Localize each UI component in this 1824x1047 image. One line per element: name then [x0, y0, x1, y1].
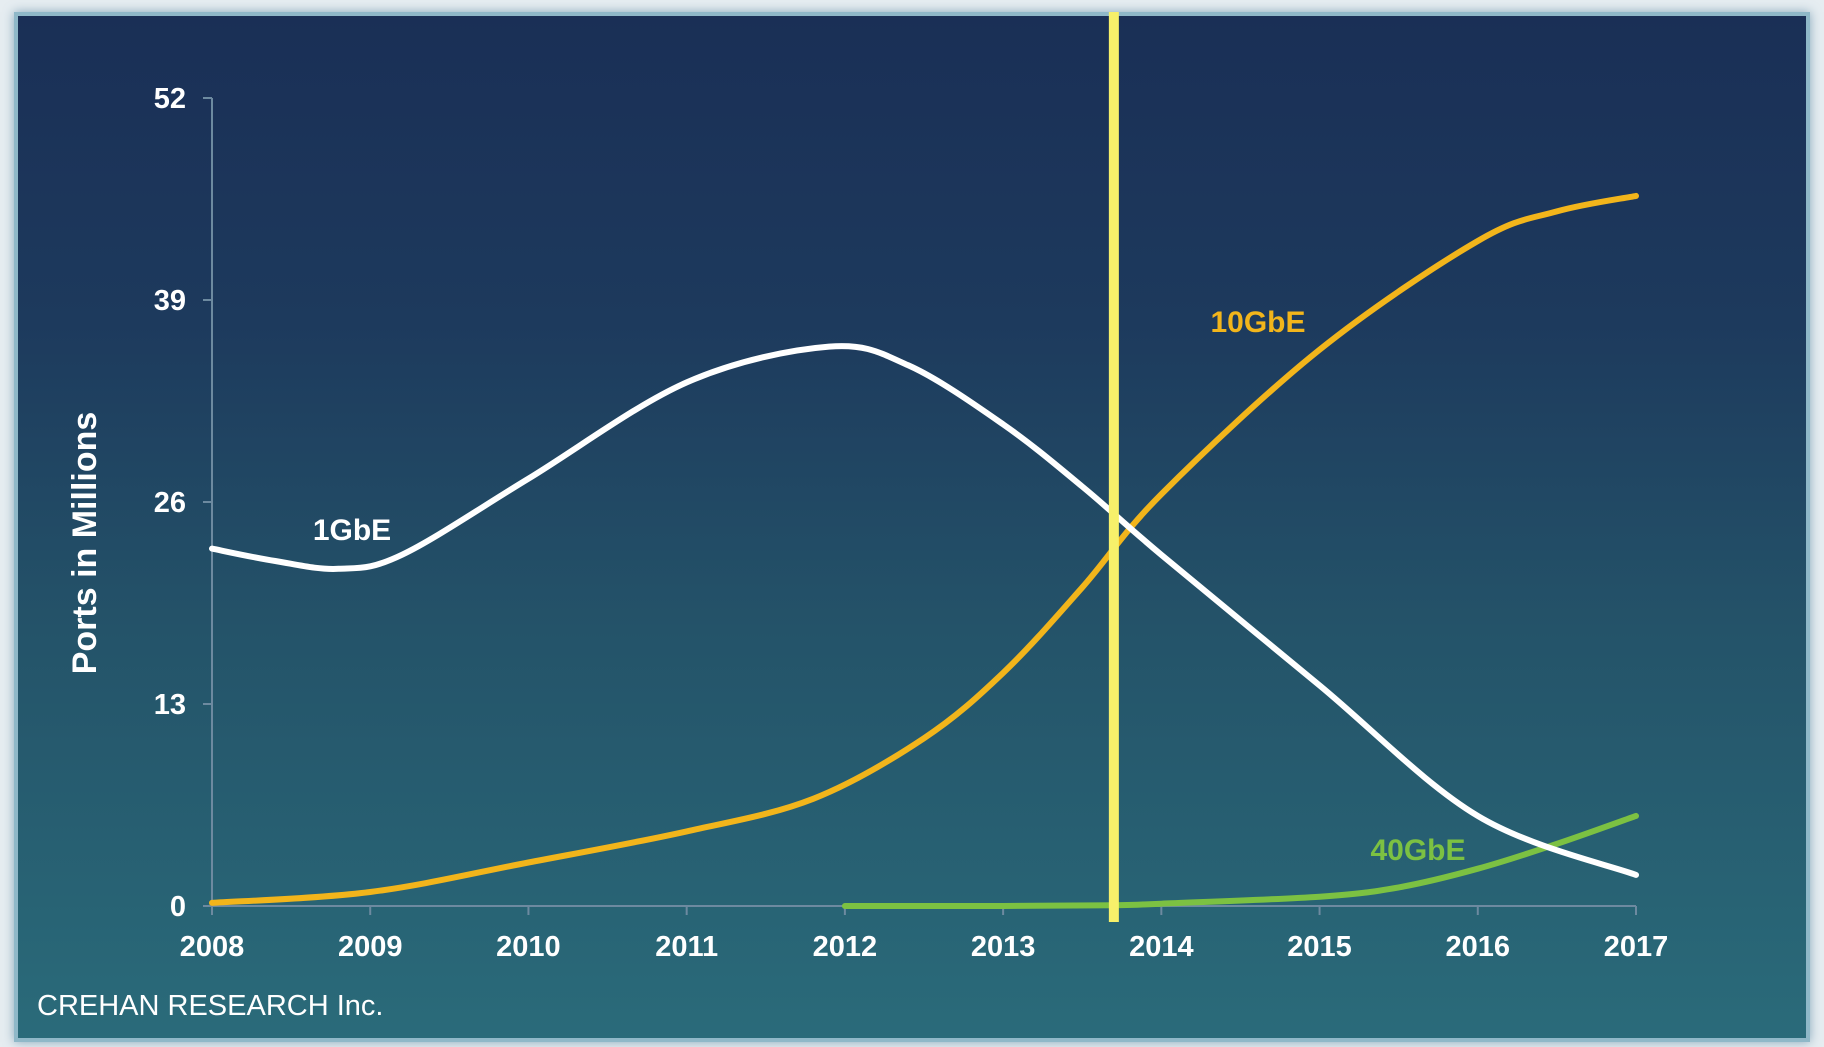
series-label-40gbe: 40GbE	[1370, 834, 1465, 867]
x-tick-label: 2013	[971, 931, 1036, 963]
series-label-10gbe: 10GbE	[1210, 306, 1305, 339]
x-tick-label: 2008	[180, 931, 245, 963]
source-credit: CREHAN RESEARCH Inc.	[37, 990, 384, 1022]
series-line-40gbe	[841, 812, 1639, 910]
series-label-1gbe: 1GbE	[313, 514, 391, 547]
series-line-10gbe	[209, 192, 1639, 906]
y-tick-label: 39	[154, 285, 186, 317]
x-tick-label: 2014	[1129, 931, 1194, 963]
y-tick-label: 26	[154, 487, 186, 519]
x-tick-label: 2009	[338, 931, 403, 963]
x-tick-label: 2016	[1446, 931, 1511, 963]
x-tick-label: 2015	[1287, 931, 1352, 963]
y-tick-label: 52	[154, 83, 186, 115]
series-line-1gbe	[209, 343, 1639, 878]
y-tick-label: 0	[170, 891, 186, 923]
x-tick-label: 2012	[813, 931, 878, 963]
y-axis-label: Ports in Millions	[66, 412, 104, 675]
chart-frame	[14, 12, 1810, 1042]
y-tick-label: 13	[154, 689, 186, 721]
x-tick-label: 2010	[496, 931, 561, 963]
x-tick-label: 2011	[655, 931, 718, 963]
x-tick-label: 2017	[1604, 931, 1669, 963]
